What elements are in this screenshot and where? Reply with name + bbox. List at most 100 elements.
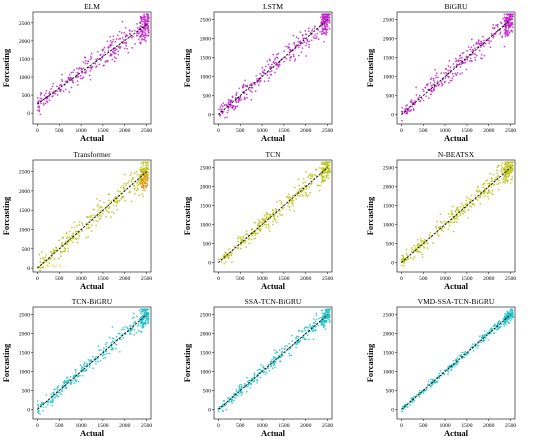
scatter-point xyxy=(106,341,108,344)
scatter-point xyxy=(278,213,281,215)
scatter-point xyxy=(141,171,143,173)
plot-frame xyxy=(396,11,516,125)
scatter-point xyxy=(120,329,123,331)
scatter-point xyxy=(476,347,479,349)
scatter-point xyxy=(115,38,118,40)
scatter-point xyxy=(58,391,60,393)
scatter-point xyxy=(309,175,312,177)
scatter-point xyxy=(133,316,135,319)
scatter-point xyxy=(470,46,473,49)
scatter-point xyxy=(243,92,246,95)
scatter-point xyxy=(256,232,259,234)
scatter-point xyxy=(441,221,443,224)
scatter-point xyxy=(246,385,249,388)
scatter-point xyxy=(40,92,43,95)
scatter-point xyxy=(325,311,327,314)
scatter-point xyxy=(435,227,438,230)
scatter-point xyxy=(492,24,495,26)
scatter-point xyxy=(314,326,317,328)
scatter-point xyxy=(418,100,421,103)
scatter-point xyxy=(238,87,241,90)
scatter-point xyxy=(304,191,307,194)
scatter-point xyxy=(288,201,291,203)
scatter-point xyxy=(421,239,424,242)
scatter-point xyxy=(506,32,508,35)
scatter-point xyxy=(497,174,499,177)
scatter-point xyxy=(108,199,110,202)
scatter-point xyxy=(132,312,135,315)
scatter-point xyxy=(114,47,117,49)
scatter-point xyxy=(322,21,325,23)
scatter-point xyxy=(72,241,74,244)
y-tick-label: 1500 xyxy=(19,351,30,357)
scatter-point xyxy=(303,327,306,330)
scatter-point xyxy=(321,13,324,16)
scatter-point xyxy=(52,399,54,402)
plot-frame xyxy=(213,11,333,125)
scatter-point xyxy=(430,378,432,381)
scatter-point xyxy=(84,72,87,74)
scatter-point xyxy=(263,218,265,220)
scatter-point xyxy=(218,258,220,260)
scatter-point xyxy=(325,13,328,16)
scatter-point xyxy=(237,247,239,250)
scatter-point xyxy=(110,346,113,348)
scatter-point xyxy=(143,308,146,311)
scatter-point xyxy=(277,65,280,68)
scatter-point xyxy=(122,185,124,187)
scatter-point xyxy=(491,177,493,180)
scatter-point xyxy=(136,184,139,187)
scatter-point xyxy=(95,219,97,222)
scatter-point xyxy=(259,230,262,232)
x-tick-label: 1500 xyxy=(278,423,289,429)
scatter-point xyxy=(284,345,286,348)
scatter-point xyxy=(452,75,455,78)
scatter-point xyxy=(218,108,220,111)
scatter-point xyxy=(291,334,293,337)
scatter-point xyxy=(478,335,481,338)
scatter-point xyxy=(56,90,59,93)
scatter-point xyxy=(65,232,68,234)
scatter-point xyxy=(448,215,451,218)
scatter-point xyxy=(467,352,470,355)
scatter-point xyxy=(72,71,74,74)
y-tick-label: 2000 xyxy=(19,332,30,338)
scatter-point xyxy=(420,241,423,244)
scatter-point xyxy=(61,243,63,245)
scatter-point xyxy=(507,165,509,167)
scatter-point xyxy=(57,386,59,389)
scatter-point xyxy=(295,337,297,340)
y-tick-label: 2000 xyxy=(19,39,30,45)
scatter-point xyxy=(506,174,509,176)
scatter-point xyxy=(138,194,141,196)
scatter-point xyxy=(486,192,489,194)
scatter-point xyxy=(454,364,456,367)
scatter-point xyxy=(112,340,114,343)
scatter-points xyxy=(217,308,331,413)
scatter-point xyxy=(429,382,432,384)
scatter-point xyxy=(510,314,512,316)
scatter-point xyxy=(308,174,311,177)
scatter-point xyxy=(50,264,53,267)
scatter-point xyxy=(296,342,299,345)
x-tick-label: 1000 xyxy=(75,128,86,134)
scatter-point xyxy=(425,95,428,98)
y-tick-label: 1000 xyxy=(19,228,30,234)
scatter-point xyxy=(326,17,329,20)
scatter-point xyxy=(276,221,278,224)
scatter-point xyxy=(139,324,142,327)
scatter-point xyxy=(61,73,63,76)
scatter-point xyxy=(322,319,325,322)
scatter-point xyxy=(81,77,84,80)
scatter-point xyxy=(492,35,495,37)
scatter-point xyxy=(447,228,450,231)
scatter-point xyxy=(434,69,436,71)
scatter-point xyxy=(305,33,308,36)
scatter-point xyxy=(472,49,475,52)
scatter-point xyxy=(105,205,108,208)
scatter-point xyxy=(439,369,442,372)
scatter-point xyxy=(429,231,432,234)
scatter-point xyxy=(134,43,136,45)
scatter-point xyxy=(315,37,317,40)
scatter-point xyxy=(429,385,432,388)
